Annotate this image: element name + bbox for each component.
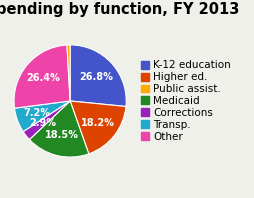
Text: 26.4%: 26.4% [26,73,60,83]
Text: 2.9%: 2.9% [29,118,56,128]
Wedge shape [29,101,88,157]
Text: 7.2%: 7.2% [23,108,50,118]
Legend: K-12 education, Higher ed., Public assist., Medicaid, Corrections, Transp., Othe: K-12 education, Higher ed., Public assis… [138,58,232,144]
Wedge shape [14,45,70,108]
Text: 26.8%: 26.8% [79,72,113,82]
Text: 18.2%: 18.2% [81,118,115,128]
Wedge shape [67,45,70,101]
Wedge shape [70,45,126,107]
Wedge shape [14,101,70,132]
Wedge shape [23,101,70,140]
Text: Kansas spending by function, FY 2013: Kansas spending by function, FY 2013 [0,2,238,17]
Wedge shape [70,101,125,154]
Text: 18.5%: 18.5% [45,130,78,140]
